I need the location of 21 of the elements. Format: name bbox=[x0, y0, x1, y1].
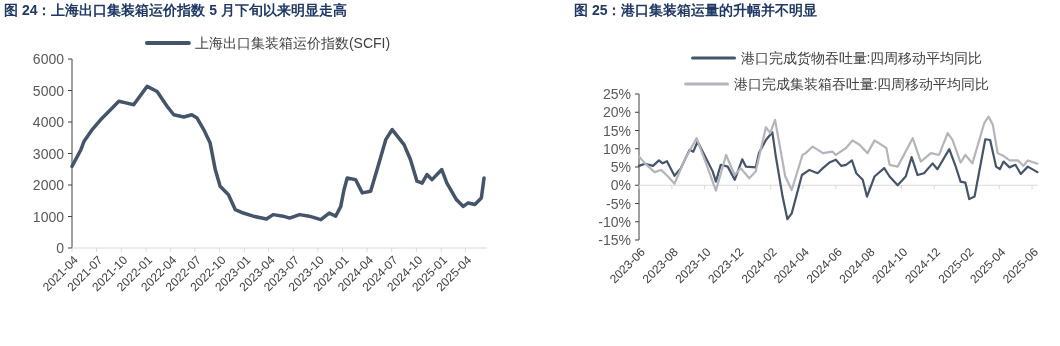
y-tick-label: 15% bbox=[602, 122, 631, 139]
chart-title: 图 25：港口集装箱运量的升幅并不明显 bbox=[574, 2, 818, 18]
y-tick-label: 5000 bbox=[32, 82, 65, 99]
y-tick-label: 1000 bbox=[32, 208, 65, 225]
y-tick-label: 2000 bbox=[32, 177, 65, 193]
y-tick-label: 5% bbox=[610, 159, 631, 175]
y-tick-label: 0 bbox=[56, 240, 65, 256]
y-tick-label: 6000 bbox=[32, 51, 65, 67]
y-tick-label: -10% bbox=[598, 213, 631, 230]
legend-label: 港口完成集装箱吞吐量:四周移动平均同比 bbox=[733, 76, 990, 92]
y-tick-label: -15% bbox=[598, 232, 631, 248]
legend-label: 港口完成货物吞吐量:四周移动平均同比 bbox=[740, 50, 983, 66]
chart-title: 图 24：上海出口集装箱运价指数 5 月下旬以来明显走高 bbox=[4, 2, 348, 18]
y-tick-label: 0% bbox=[610, 177, 631, 194]
y-tick-label: 25% bbox=[602, 86, 631, 102]
y-tick-label: 10% bbox=[602, 140, 631, 157]
y-tick-label: 4000 bbox=[32, 114, 65, 130]
y-tick-label: -5% bbox=[606, 195, 631, 212]
y-tick-label: 20% bbox=[602, 104, 631, 121]
legend-label: 上海出口集装箱运价指数(SCFI) bbox=[194, 35, 391, 51]
y-tick-label: 3000 bbox=[32, 145, 65, 162]
